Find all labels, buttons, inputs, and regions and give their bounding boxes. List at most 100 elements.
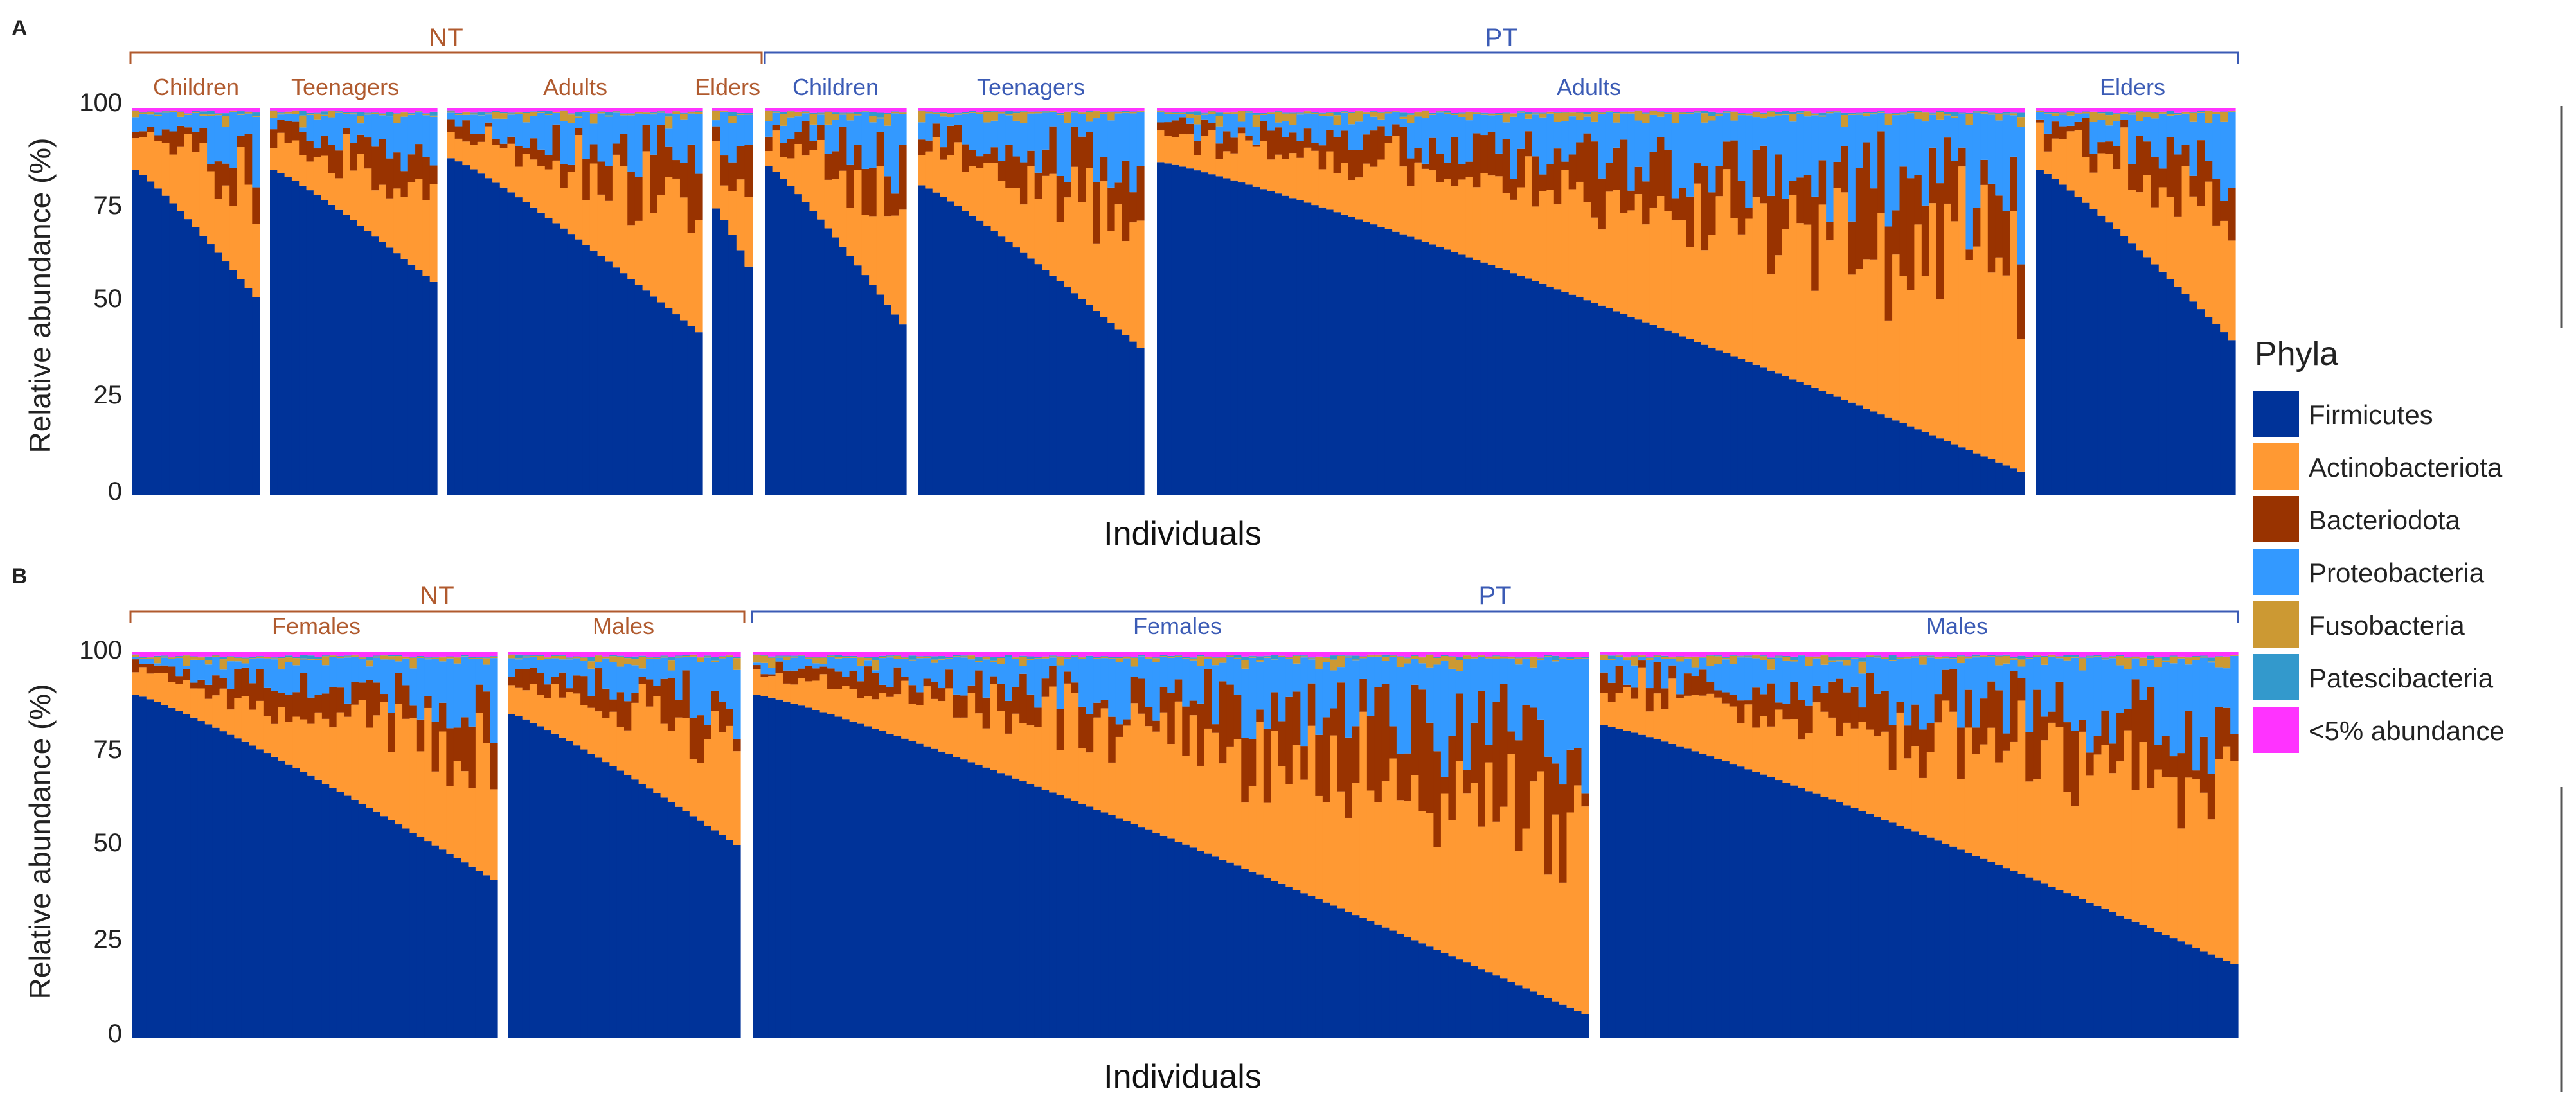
- bar-segment-actinobacteriota: [1399, 166, 1408, 235]
- bar-segment-firmicutes: [1204, 853, 1212, 1038]
- bar-segment-fusobacteria: [416, 657, 425, 659]
- bar-segment-firmicutes: [1480, 262, 1489, 495]
- bar-segment-firmicutes: [522, 202, 531, 495]
- bar-segment-low-abundance: [461, 652, 469, 656]
- bar-segment-firmicutes: [2120, 236, 2129, 495]
- bar-segment-proteobacteria: [2215, 667, 2223, 707]
- bar-segment-actinobacteriota: [226, 709, 235, 735]
- bar-segment-proteobacteria: [291, 114, 300, 122]
- bar-segment-fusobacteria: [1613, 113, 1621, 123]
- bar-segment-patescibacteria: [839, 112, 847, 114]
- bar-segment-actinobacteriota: [544, 169, 553, 218]
- bar-segment-firmicutes: [292, 768, 301, 1038]
- bar-segment-proteobacteria: [1949, 659, 1958, 669]
- bar-segment-patescibacteria: [1729, 655, 1738, 656]
- bar-segment-actinobacteriota: [2089, 172, 2098, 209]
- bar-segment-actinobacteriota: [1767, 274, 1775, 371]
- bar-segment-low-abundance: [1215, 108, 1224, 113]
- bar-segment-low-abundance: [2074, 108, 2083, 113]
- bar-segment-actinobacteriota: [2048, 722, 2057, 887]
- bar-segment-actinobacteriota: [842, 686, 850, 720]
- bar-segment-actinobacteriota: [147, 132, 155, 182]
- bar-segment-bacteriodota: [2169, 756, 2178, 778]
- bar-segment-firmicutes: [587, 753, 596, 1038]
- bar-segment-patescibacteria: [192, 111, 200, 112]
- bar-segment-bacteriodota: [720, 155, 729, 186]
- bar-segment-proteobacteria: [1730, 120, 1739, 141]
- bar-segment-actinobacteriota: [2143, 175, 2152, 258]
- bar-segment-bacteriodota: [492, 139, 501, 145]
- bar-segment-low-abundance: [139, 108, 148, 112]
- bar-segment-fusobacteria: [453, 657, 461, 664]
- bar-segment-patescibacteria: [1892, 113, 1901, 114]
- bar-segment-fusobacteria: [2043, 113, 2052, 115]
- bar-segment-proteobacteria: [1392, 112, 1400, 125]
- bar-segment-bacteriodota: [846, 164, 855, 208]
- bar-segment-proteobacteria: [857, 665, 865, 682]
- bar-segment-fusobacteria: [1942, 657, 1950, 659]
- bar-segment-bacteriodota: [1370, 130, 1378, 167]
- bar-segment-actinobacteriota: [329, 727, 337, 788]
- bar-segment-fusobacteria: [499, 113, 508, 119]
- bar-segment-firmicutes: [1130, 824, 1138, 1038]
- bar-segment-firmicutes: [1620, 314, 1628, 495]
- bar-segment-bacteriodota: [2212, 179, 2221, 226]
- bar-segment-actinobacteriota: [343, 134, 350, 215]
- bar-segment-patescibacteria: [1322, 657, 1330, 658]
- bar-segment-firmicutes: [431, 845, 440, 1038]
- bar-segment-proteobacteria: [931, 662, 939, 682]
- bar-segment-proteobacteria: [2147, 659, 2155, 687]
- bar-segment-actinobacteriota: [1537, 771, 1545, 995]
- bar-segment-fusobacteria: [169, 111, 177, 112]
- bar-segment-fusobacteria: [932, 112, 940, 114]
- bar-segment-firmicutes: [393, 253, 402, 495]
- bar-segment-patescibacteria: [1406, 113, 1415, 115]
- bar-segment-proteobacteria: [1888, 660, 1897, 725]
- bar-segment-firmicutes: [278, 760, 286, 1038]
- bar-segment-bacteriodota: [765, 136, 773, 152]
- bar-segment-proteobacteria: [2017, 127, 2025, 265]
- bar-segment-proteobacteria: [175, 658, 184, 677]
- bar-segment-firmicutes: [1478, 969, 1486, 1038]
- bar-segment-proteobacteria: [1487, 115, 1496, 132]
- bar-segment-firmicutes: [1296, 200, 1305, 495]
- bar-segment-proteobacteria: [657, 112, 666, 125]
- bar-segment-firmicutes: [1370, 224, 1378, 495]
- bar-segment-low-abundance: [566, 652, 574, 658]
- bar-segment-patescibacteria: [249, 657, 257, 659]
- bar-segment-firmicutes: [1348, 217, 1356, 495]
- bar-segment-firmicutes: [1818, 391, 1827, 495]
- bar-segment-proteobacteria: [1904, 658, 1912, 726]
- bar-segment-actinobacteriota: [1631, 698, 1639, 733]
- bar-segment-firmicutes: [1934, 840, 1943, 1038]
- bar-segment-low-abundance: [712, 108, 721, 111]
- bar-segment-proteobacteria: [1355, 121, 1363, 150]
- bar-segment-proteobacteria: [1159, 657, 1168, 687]
- bar-segment-fusobacteria: [204, 660, 213, 665]
- bar-segment-actinobacteriota: [1661, 709, 1669, 742]
- bar-segment-low-abundance: [1671, 108, 1679, 112]
- bar-segment-actinobacteriota: [679, 197, 688, 321]
- bar-segment-bacteriodota: [1951, 161, 1959, 222]
- bar-segment-low-abundance: [908, 652, 917, 656]
- bar-segment-firmicutes: [720, 220, 729, 495]
- bar-segment-low-abundance: [2124, 652, 2133, 657]
- bar-segment-firmicutes: [616, 770, 625, 1038]
- bar-segment-patescibacteria: [344, 655, 352, 657]
- bar-segment-patescibacteria: [1034, 111, 1042, 112]
- bar-segment-actinobacteriota: [720, 185, 729, 220]
- bar-segment-patescibacteria: [1271, 655, 1279, 660]
- bar-segment-fusobacteria: [886, 656, 895, 658]
- bar-segment-proteobacteria: [1348, 124, 1356, 150]
- bar-segment-bacteriodota: [2166, 137, 2175, 197]
- bar-segment-proteobacteria: [1539, 117, 1547, 175]
- bar-segment-actinobacteriota: [461, 771, 469, 863]
- panel-b-brackets: NT PT: [129, 581, 2239, 623]
- bar-segment-fusobacteria: [1888, 660, 1897, 661]
- bar-segment-low-abundance: [1226, 652, 1235, 655]
- bar-segment-firmicutes: [219, 731, 228, 1038]
- bar-segment-low-abundance: [1620, 108, 1628, 112]
- bar-segment-proteobacteria: [1179, 114, 1187, 118]
- bar-segment-actinobacteriota: [2017, 339, 2025, 472]
- bar-segment-actinobacteriota: [794, 143, 803, 195]
